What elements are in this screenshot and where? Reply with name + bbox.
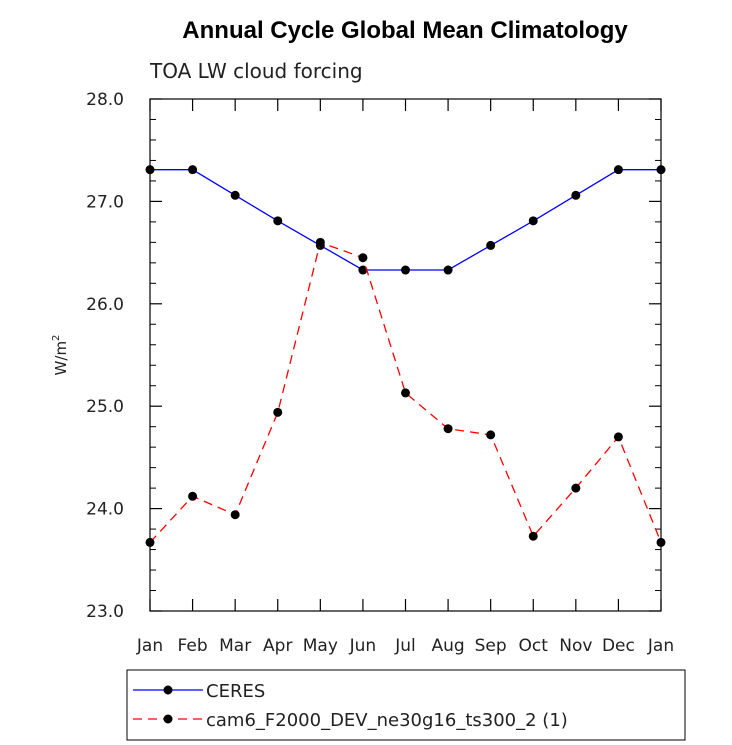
data-point-1-12 — [656, 537, 666, 547]
y-tick-label: 27.0 — [86, 192, 124, 212]
x-tick-label: Oct — [519, 636, 549, 656]
y-axis-label: W/m2 — [51, 335, 70, 376]
data-point-0-12 — [656, 165, 666, 175]
data-point-1-4 — [315, 237, 325, 247]
x-tick-label: Jan — [136, 636, 163, 656]
data-point-0-6 — [401, 265, 410, 275]
y-tick-label: 23.0 — [86, 602, 124, 622]
data-point-0-2 — [230, 190, 240, 200]
data-point-1-0 — [145, 537, 155, 547]
x-tick-label: Jul — [394, 636, 416, 656]
legend-box — [126, 669, 686, 741]
data-point-0-5 — [358, 265, 368, 275]
legend-label-0: CERES — [206, 681, 265, 702]
x-tick-label: Apr — [263, 636, 292, 656]
x-tick-label: Feb — [178, 636, 208, 656]
chart-title: Annual Cycle Global Mean Climatology — [182, 17, 628, 44]
x-tick-label: Dec — [602, 636, 635, 656]
y-tick-label: 24.0 — [86, 500, 124, 520]
data-point-0-7 — [443, 265, 453, 275]
x-tick-label: May — [303, 636, 338, 656]
data-point-1-5 — [358, 253, 368, 263]
y-tick-labels: 23.0 24.0 25.0 26.0 27.0 28.0 — [86, 90, 124, 622]
data-point-0-1 — [188, 165, 198, 175]
data-point-0-3 — [273, 216, 283, 226]
data-point-1-6 — [401, 388, 410, 398]
y-tick-label: 25.0 — [86, 397, 124, 417]
y-tick-label: 28.0 — [86, 90, 124, 110]
legend-label-1: cam6_F2000_DEV_ne30g16_ts300_2 (1) — [206, 710, 568, 731]
data-point-1-2 — [230, 510, 240, 520]
data-point-1-3 — [273, 407, 283, 417]
x-tick-label: Sep — [475, 636, 507, 656]
series-line-0 — [150, 169, 661, 271]
x-tick-label: Nov — [559, 636, 592, 656]
data-point-0-9 — [528, 216, 538, 226]
data-point-1-1 — [188, 491, 198, 501]
x-tick-label: Jun — [349, 636, 377, 656]
y-tick-label: 26.0 — [86, 295, 124, 315]
legend-marker-0 — [163, 685, 173, 695]
data-point-1-8 — [486, 430, 496, 440]
legend: CERES cam6_F2000_DEV_ne30g16_ts300_2 (1) — [133, 681, 568, 731]
x-tick-labels: Jan Feb Mar Apr May Jun Jul Aug Sep Oct Nov Dec Jan — [136, 636, 674, 656]
series-layer — [145, 165, 666, 547]
data-point-0-0 — [145, 165, 155, 175]
data-point-0-10 — [571, 190, 581, 200]
x-tick-label: Mar — [219, 636, 251, 656]
data-point-0-8 — [486, 240, 496, 250]
data-point-0-11 — [613, 165, 623, 175]
plot-frame — [149, 98, 662, 612]
data-point-1-11 — [613, 432, 623, 442]
x-tick-label: Aug — [431, 636, 464, 656]
data-point-1-9 — [528, 531, 538, 541]
axis-ticks — [149, 98, 662, 612]
chart-subtitle: TOA LW cloud forcing — [149, 59, 363, 83]
legend-marker-1 — [163, 714, 173, 724]
x-tick-label: Jan — [647, 636, 674, 656]
data-point-1-7 — [443, 424, 453, 434]
data-point-1-10 — [571, 483, 581, 493]
